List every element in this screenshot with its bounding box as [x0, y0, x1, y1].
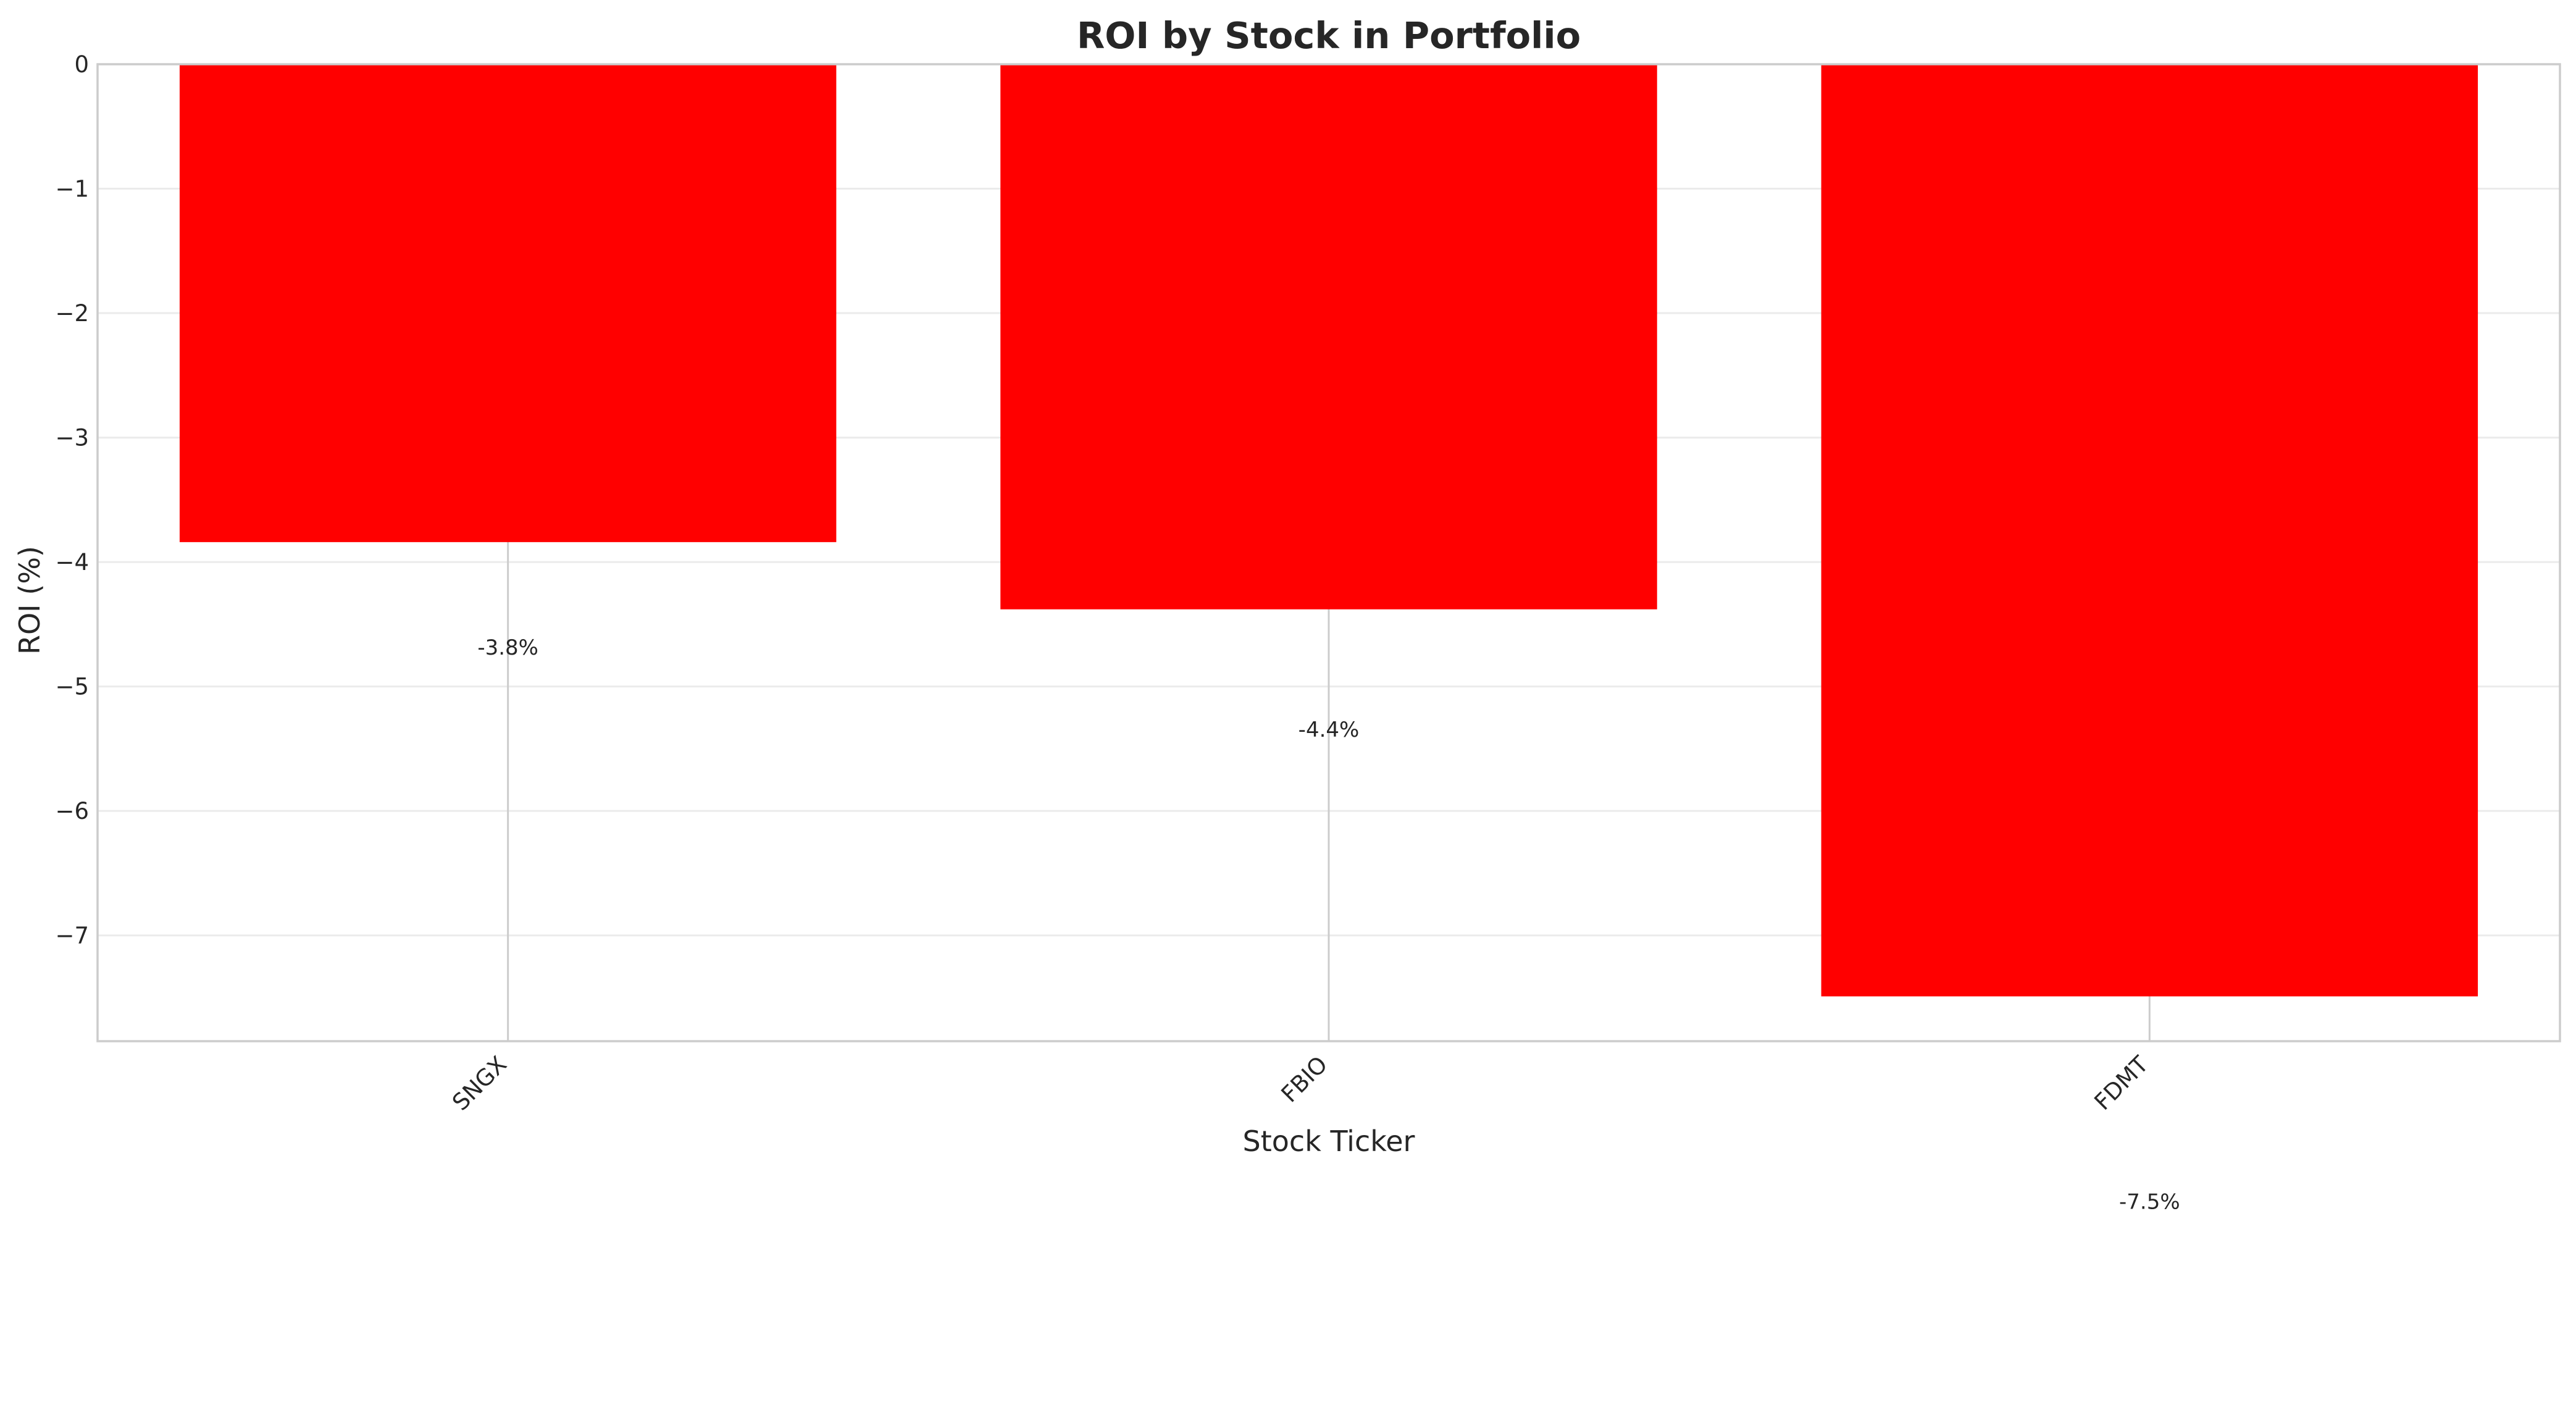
x-tick-label: SNGX: [447, 1051, 512, 1116]
chart-title: ROI by Stock in Portfolio: [1077, 14, 1581, 57]
y-tick-label: −6: [55, 798, 89, 824]
plot-frame: [96, 63, 2561, 1042]
y-tick-label: −4: [55, 549, 89, 576]
y-axis-title: ROI (%): [13, 546, 46, 655]
y-tick-label: 0: [74, 51, 89, 78]
data-label-fbio: -4.4%: [1298, 718, 1360, 742]
y-axis-ticks: 0 −1 −2 −3 −4 −5 −6 −7: [55, 51, 89, 949]
y-tick-label: −7: [55, 923, 89, 949]
y-tick-label: −2: [55, 300, 89, 327]
data-labels: -3.8% -4.4% -7.5%: [477, 635, 2180, 1214]
y-tick-label: −1: [55, 176, 89, 203]
bar-fdmt: [1821, 64, 2478, 997]
bar-sngx: [179, 64, 837, 542]
x-axis-ticks: SNGX FBIO FDMT: [447, 1051, 2154, 1116]
x-tick-label: FDMT: [2089, 1051, 2154, 1115]
x-tick-label: FBIO: [1276, 1051, 1333, 1108]
y-tick-label: −5: [55, 674, 89, 700]
bar-fbio: [1000, 64, 1657, 610]
x-axis-title: Stock Ticker: [1243, 1125, 1415, 1158]
bars: [179, 64, 2478, 997]
data-label-sngx: -3.8%: [477, 635, 538, 660]
y-tick-label: −3: [55, 425, 89, 451]
data-label-fdmt: -7.5%: [2119, 1190, 2180, 1215]
